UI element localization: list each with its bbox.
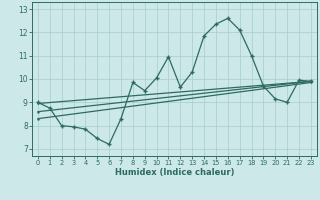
X-axis label: Humidex (Indice chaleur): Humidex (Indice chaleur) bbox=[115, 168, 234, 177]
